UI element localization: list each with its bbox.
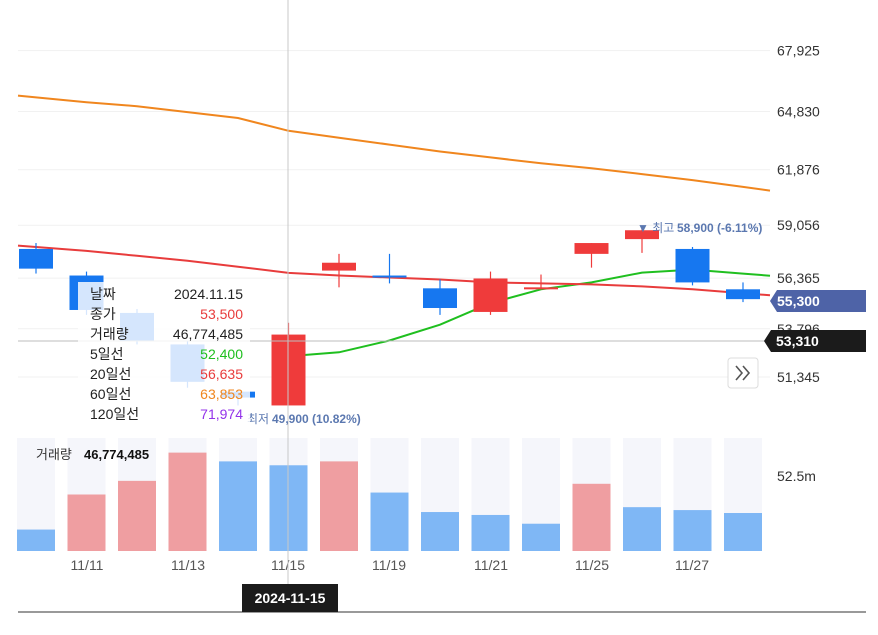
- volume-bar[interactable]: [118, 480, 156, 551]
- ma-line-60일선: [17, 94, 771, 192]
- volume-bar[interactable]: [724, 513, 762, 551]
- candle-body: [473, 278, 508, 312]
- volume-bar[interactable]: [623, 507, 661, 551]
- candle-11/27[interactable]: [675, 246, 710, 286]
- volume-bar[interactable]: [67, 494, 106, 552]
- tooltip-value: 63,853: [200, 386, 243, 402]
- volume-bar[interactable]: [572, 483, 611, 551]
- tooltip-background: [78, 282, 250, 428]
- current-price-badge: 55,300: [770, 290, 866, 312]
- high-marker-label: ▼ 최고: [637, 221, 674, 235]
- low-marker-value: 49,900 (10.82%): [272, 412, 361, 426]
- tooltip-label: 날짜: [90, 286, 116, 302]
- volume-value: 46,774,485: [84, 447, 149, 462]
- price-tick-label: 51,345: [777, 369, 820, 385]
- candle-body: [574, 243, 609, 254]
- candle-body: [423, 288, 457, 309]
- price-tick-label: 59,056: [777, 217, 820, 233]
- tooltip-label: 60일선: [90, 386, 131, 402]
- tooltip-label: 120일선: [90, 406, 139, 422]
- candle-11/26[interactable]: [625, 228, 659, 253]
- expand-button[interactable]: [727, 357, 759, 389]
- price-tick-label: 64,830: [777, 104, 820, 120]
- candle-body: [372, 275, 407, 278]
- candle-body: [524, 287, 558, 290]
- double-chevron-right-icon: [735, 365, 751, 381]
- tooltip-value: 53,500: [200, 306, 243, 322]
- candle-11/08[interactable]: [19, 243, 53, 274]
- date-axis: 11/11 11/13 11/15 11/19 11/21 11/25 11/27: [71, 557, 710, 573]
- volume-title: 거래량: [36, 447, 72, 462]
- current-price-value: 55,300: [777, 293, 820, 309]
- tooltip-value: 52,400: [200, 346, 243, 362]
- crosshair-price-badge: 53,310: [764, 330, 866, 352]
- volume-bar[interactable]: [471, 514, 510, 551]
- high-marker-value: 58,900 (-6.11%): [677, 221, 762, 235]
- price-tick-label: 67,925: [777, 43, 820, 59]
- candle-11/25[interactable]: [574, 243, 609, 268]
- volume-bar[interactable]: [219, 461, 257, 551]
- low-marker-label: 최저: [247, 412, 269, 426]
- tooltip-label: 종가: [90, 306, 116, 322]
- tooltip: 날짜 2024.11.15 종가 53,500 거래량 46,774,485 5일선 52,4…: [78, 282, 250, 428]
- tooltip-label: 5일선: [90, 346, 124, 362]
- tooltip-value: 71,974: [200, 406, 243, 422]
- date-tick-label: 11/25: [575, 557, 609, 573]
- candle-11/28[interactable]: [726, 282, 760, 303]
- candle-11/20[interactable]: [423, 279, 457, 315]
- date-tick-label: 11/27: [675, 557, 709, 573]
- tooltip-value: 2024.11.15: [174, 286, 243, 302]
- candle-11/19[interactable]: [372, 253, 407, 284]
- price-tick-label: 56,365: [777, 270, 820, 286]
- volume-axis-tick: 52.5m: [777, 468, 816, 484]
- price-axis: 71,16867,92564,83061,87659,05656,36553,7…: [777, 43, 820, 385]
- volume-bars[interactable]: [17, 452, 762, 552]
- candle-body: [726, 289, 760, 300]
- volume-bar[interactable]: [370, 492, 409, 551]
- tooltip-value: 46,774,485: [173, 326, 243, 342]
- candle-body: [19, 248, 53, 269]
- volume-bar[interactable]: [320, 461, 358, 551]
- crosshair-date-value: 2024-11-15: [255, 590, 326, 606]
- crosshair-date-badge: 2024-11-15: [242, 584, 338, 612]
- candle-body: [675, 248, 710, 283]
- volume-bar[interactable]: [17, 529, 55, 551]
- crosshair-price-value: 53,310: [776, 333, 819, 349]
- volume-bar[interactable]: [673, 510, 712, 551]
- date-tick-label: 11/11: [71, 557, 104, 573]
- date-tick-label: 11/21: [474, 557, 508, 573]
- low-marker: 최저 49,900 (10.82%): [247, 412, 361, 426]
- price-tick-label: 61,876: [777, 162, 820, 178]
- tooltip-label: 20일선: [90, 366, 131, 382]
- date-tick-label: 11/13: [171, 557, 205, 573]
- candle-11/22[interactable]: [524, 274, 558, 290]
- high-marker: ▼ 최고 58,900 (-6.11%): [637, 221, 762, 235]
- tooltip-value: 56,635: [200, 366, 243, 382]
- candle-body: [322, 262, 356, 271]
- volume-bar[interactable]: [421, 512, 459, 551]
- candle-11/21[interactable]: [473, 271, 508, 315]
- date-tick-label: 11/19: [372, 557, 406, 573]
- tooltip-label: 거래량: [90, 326, 129, 342]
- volume-bar[interactable]: [168, 452, 207, 551]
- volume-bar[interactable]: [522, 523, 560, 551]
- candle-11/18[interactable]: [322, 253, 356, 288]
- candle-body: [625, 230, 659, 240]
